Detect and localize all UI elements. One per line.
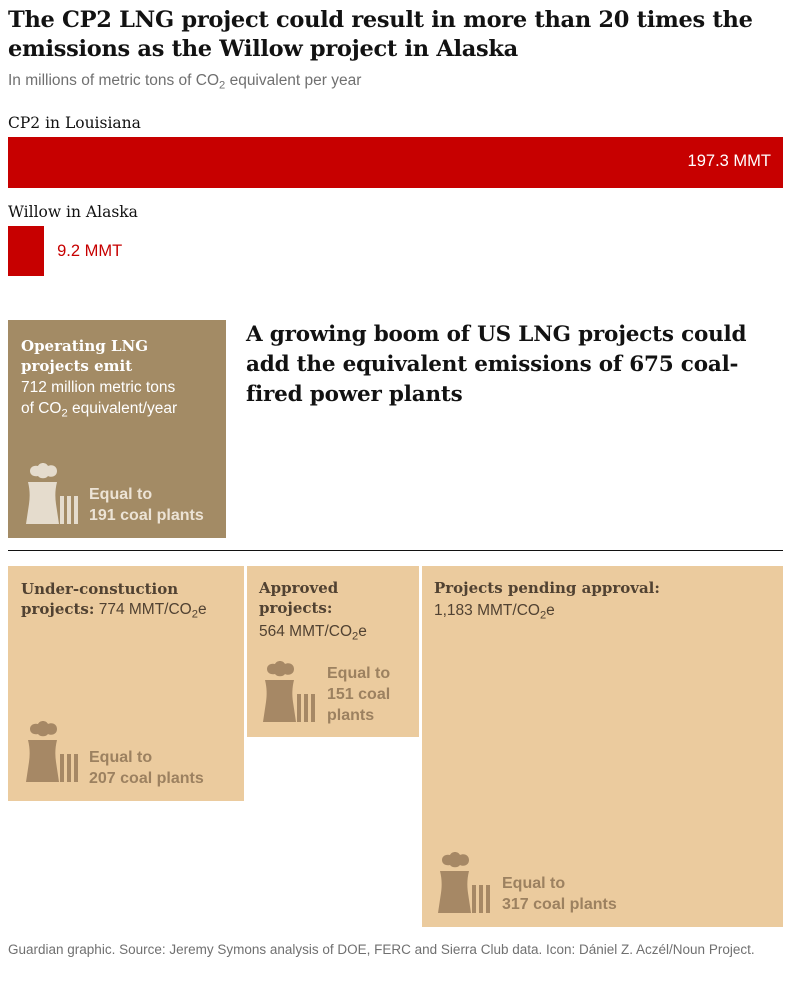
bar-label-willow: Willow in Alaska xyxy=(8,203,138,221)
box-under-construction-equal: Equal to 207 coal plants xyxy=(89,749,204,787)
treemap-box-under-construction: Under-constuction projects: 774 MMT/CO2e… xyxy=(8,566,244,801)
box-approved-value: 564 MMT/CO2e xyxy=(259,623,367,643)
box-pending-value: 1,183 MMT/CO2e xyxy=(434,602,555,622)
bar-value-willow: 9.2 MMT xyxy=(57,242,123,260)
power-plant-icon xyxy=(26,721,78,782)
bar-value-cp2: 197.3 MMT xyxy=(687,152,771,170)
box-operating-equal: Equal to 191 coal plants xyxy=(89,486,204,524)
treemap-box-approved: Approved projects: 564 MMT/CO2e Equal to… xyxy=(247,566,419,737)
treemap-box-operating: Operating LNG projects emit 712 million … xyxy=(8,320,226,538)
box-operating-heading: Operating LNG projects emit xyxy=(21,337,149,375)
box-under-construction-value: 774 MMT/CO2e xyxy=(94,601,207,621)
bar-cp2: 197.3 MMT xyxy=(8,137,783,188)
box-approved-equal: Equal to 151 coal plants xyxy=(327,665,391,724)
divider xyxy=(8,550,783,551)
box-pending-equal: Equal to 317 coal plants xyxy=(502,875,617,913)
source-footer: Guardian graphic. Source: Jeremy Symons … xyxy=(8,942,755,957)
chart-title: The CP2 LNG project could result in more… xyxy=(8,7,753,62)
box-under-construction-heading: Under-constuction projects: 774 MMT/CO2e xyxy=(21,580,207,621)
power-plant-icon xyxy=(26,463,78,524)
box-operating-value: 712 million metric tons of CO2 equivalen… xyxy=(21,379,178,420)
bar-label-cp2: CP2 in Louisiana xyxy=(8,114,141,132)
treemap-headline: A growing boom of US LNG projects could … xyxy=(246,322,747,407)
bar-willow xyxy=(8,226,45,276)
box-pending-heading: Projects pending approval: xyxy=(434,579,660,597)
box-approved-heading: Approved projects: xyxy=(259,579,339,617)
power-plant-icon xyxy=(438,852,490,913)
chart-subtitle: In millions of metric tons of CO2 equiva… xyxy=(8,72,362,92)
treemap-box-pending: Projects pending approval: 1,183 MMT/CO2… xyxy=(422,566,783,927)
power-plant-icon xyxy=(263,661,315,722)
